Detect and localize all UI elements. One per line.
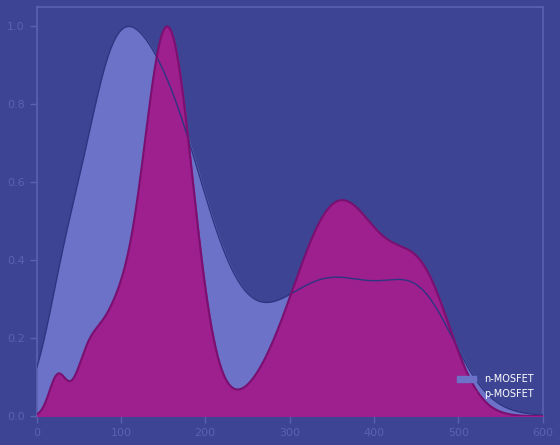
Legend: n-MOSFET, p-MOSFET: n-MOSFET, p-MOSFET <box>453 371 538 403</box>
